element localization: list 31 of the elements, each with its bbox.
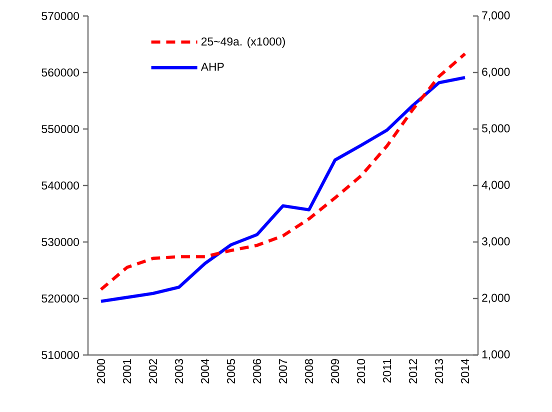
y-tick-label: 540000: [42, 181, 80, 190]
y-tick-label: 510000: [42, 350, 80, 360]
y-tick-label: 550000: [42, 124, 80, 134]
x-tick-label: 2014: [460, 358, 470, 384]
y2-tick-label: 3,000: [482, 237, 510, 247]
x-tick-label: 2005: [226, 359, 236, 384]
y-tick-label: 520000: [42, 294, 80, 303]
y-tick-label: 530000: [42, 238, 80, 246]
y2-tick-label: 5,000: [482, 124, 510, 134]
x-tick-label: 2012: [408, 359, 418, 384]
x-tick-label: 2013: [434, 359, 444, 384]
x-tick-label: 2007: [278, 359, 288, 384]
y2-tick-label: 4,000: [482, 180, 510, 190]
y2-tick-label: 6,000: [482, 68, 510, 78]
y2-tick-label: 2,000: [482, 294, 510, 304]
y2-tick-label: 7,000: [482, 11, 510, 21]
y-tick-label: 560000: [42, 68, 80, 77]
x-tick-label: 2006: [252, 359, 262, 384]
x-tick-label: 2001: [122, 359, 132, 384]
x-tick-label: 2011: [382, 359, 392, 383]
x-tick-label: 2010: [356, 358, 366, 384]
x-tick-label: 2003: [174, 359, 184, 384]
legend-label: AHP: [200, 62, 224, 71]
x-tick-label: 2009: [330, 359, 340, 384]
x-tick-label: 2002: [148, 359, 158, 384]
x-tick-label: 2004: [200, 358, 210, 384]
legend-label: 25~49a. (x1000): [201, 37, 285, 48]
x-tick-label: 2000: [96, 358, 106, 384]
y-tick-label: 570000: [42, 12, 80, 20]
x-tick-label: 2008: [304, 359, 314, 384]
y2-tick-label: 1,000: [482, 350, 510, 360]
